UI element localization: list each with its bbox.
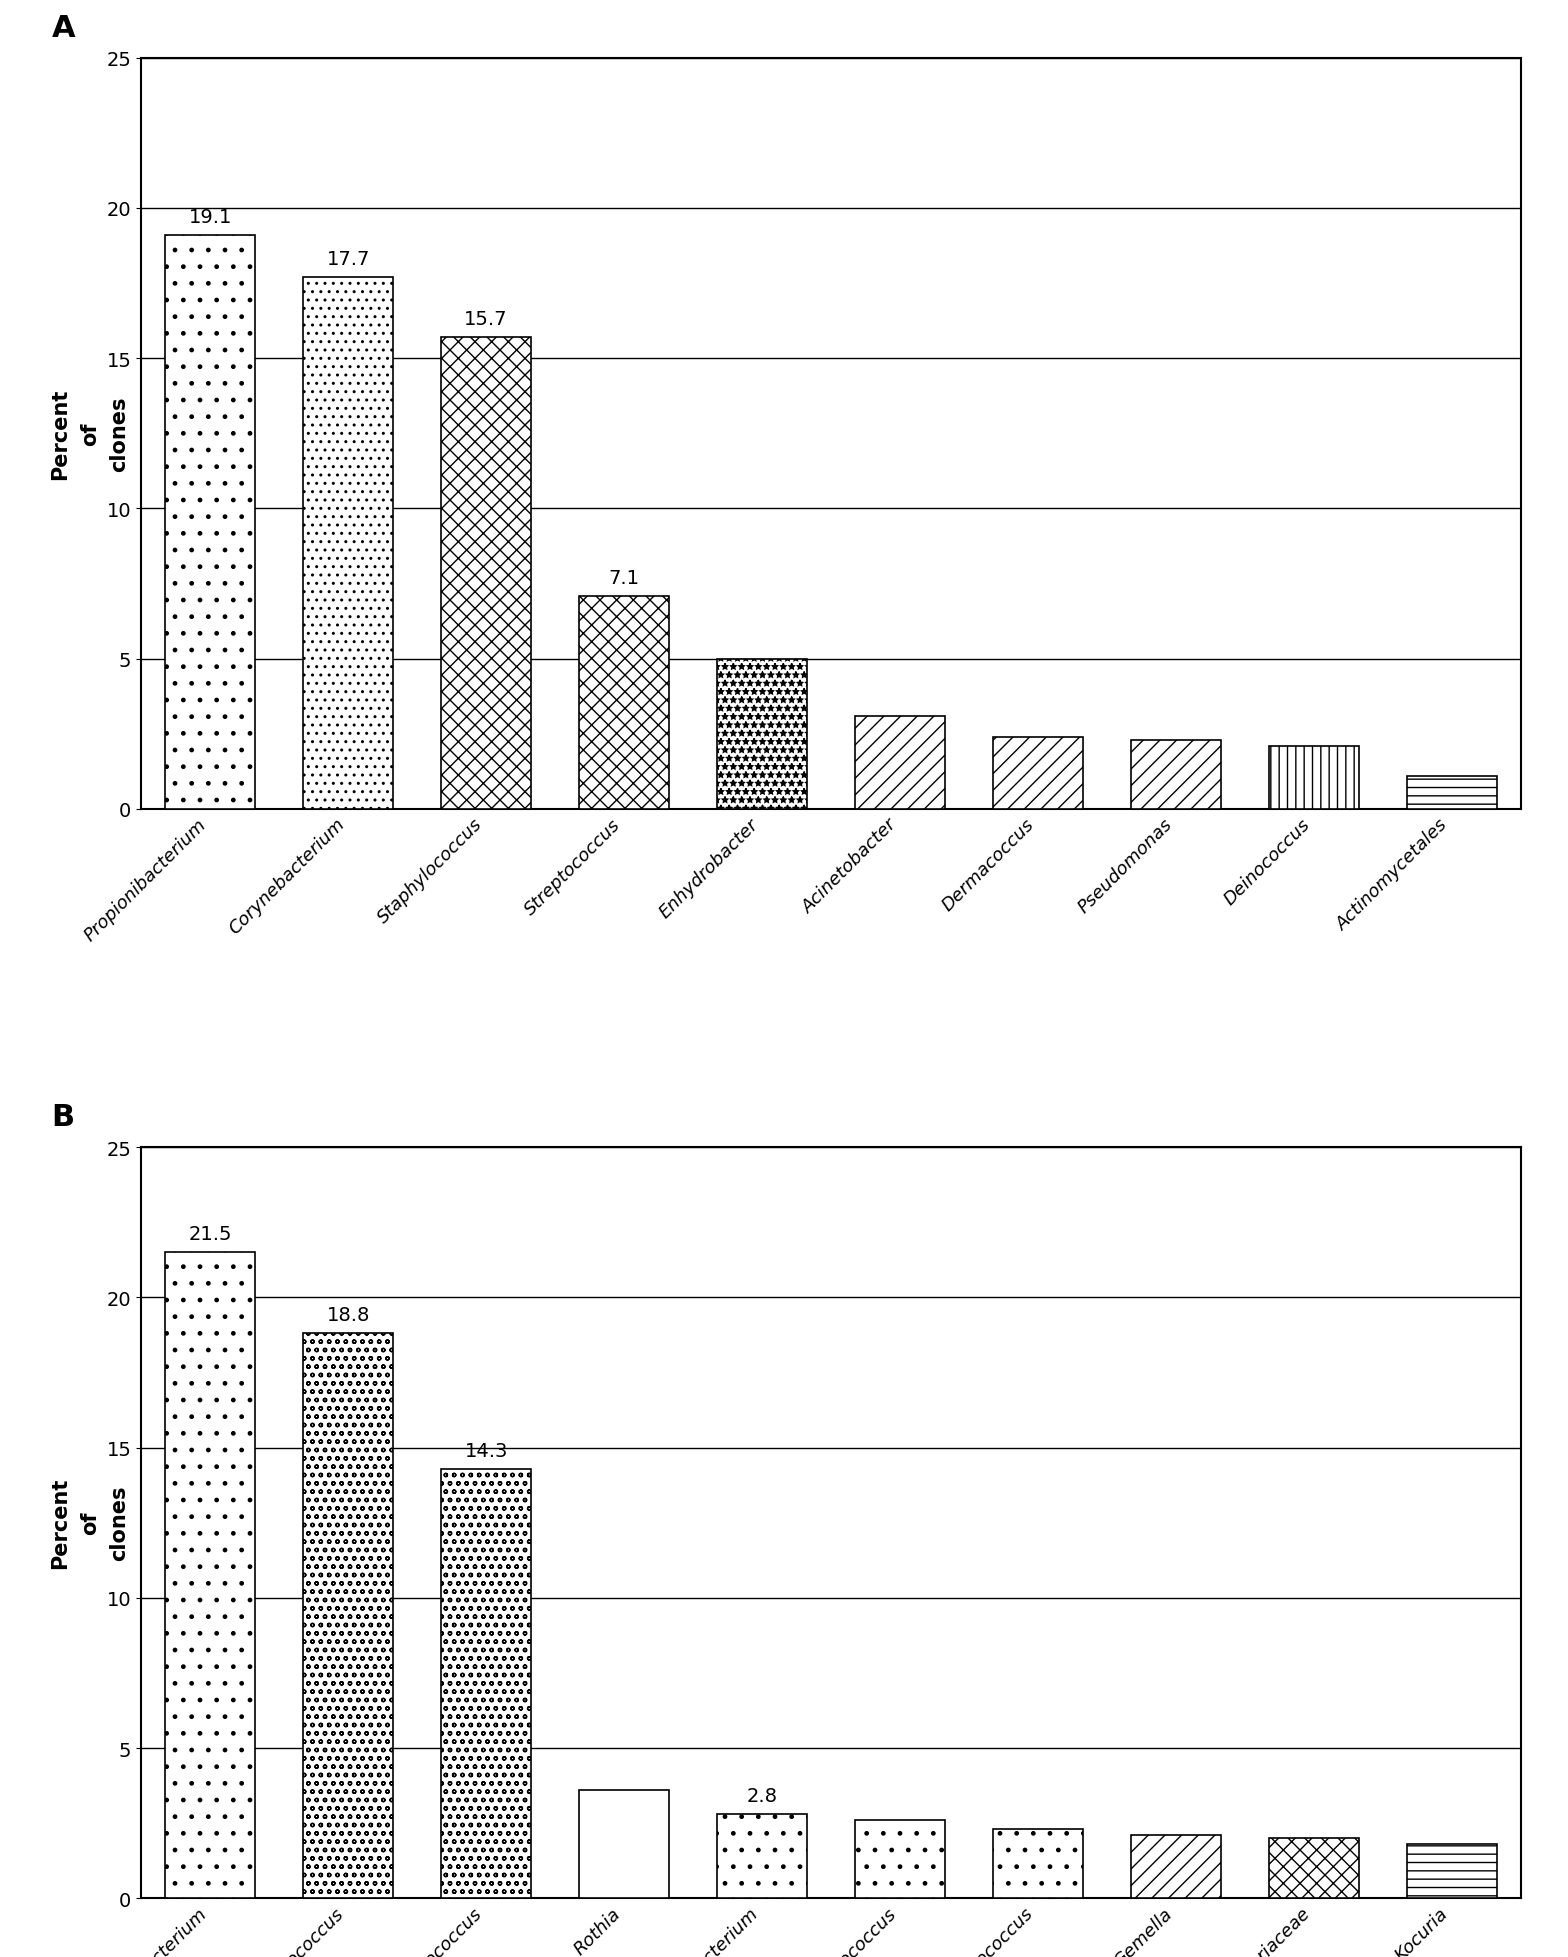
- Bar: [993, 1830, 1083, 1898]
- Text: 18.8: 18.8: [326, 1305, 370, 1325]
- Text: 17.7: 17.7: [326, 250, 370, 268]
- Bar: [303, 1333, 394, 1898]
- Bar: [717, 660, 808, 810]
- Bar: [1131, 740, 1221, 810]
- Text: B: B: [52, 1102, 75, 1131]
- Bar: [1269, 1838, 1359, 1898]
- Bar: [165, 1252, 256, 1898]
- Text: 15.7: 15.7: [464, 309, 508, 329]
- Bar: [1406, 1843, 1497, 1898]
- Text: 21.5: 21.5: [188, 1225, 232, 1243]
- Bar: [441, 339, 532, 810]
- Bar: [165, 237, 256, 810]
- Bar: [993, 738, 1083, 810]
- Bar: [441, 1470, 532, 1898]
- Bar: [1269, 746, 1359, 810]
- Bar: [717, 1814, 808, 1898]
- Text: 19.1: 19.1: [188, 207, 232, 227]
- Y-axis label: Percent
of
clones: Percent of clones: [50, 1478, 130, 1568]
- Text: A: A: [52, 14, 75, 43]
- Bar: [1131, 1836, 1221, 1898]
- Text: 2.8: 2.8: [746, 1787, 778, 1804]
- Bar: [1406, 777, 1497, 810]
- Y-axis label: Percent
of
clones: Percent of clones: [50, 389, 130, 479]
- Text: 14.3: 14.3: [464, 1440, 508, 1460]
- Text: 7.1: 7.1: [608, 568, 640, 587]
- Bar: [579, 1791, 670, 1898]
- Bar: [855, 716, 946, 810]
- Bar: [855, 1820, 946, 1898]
- Bar: [579, 597, 670, 810]
- Bar: [303, 278, 394, 810]
